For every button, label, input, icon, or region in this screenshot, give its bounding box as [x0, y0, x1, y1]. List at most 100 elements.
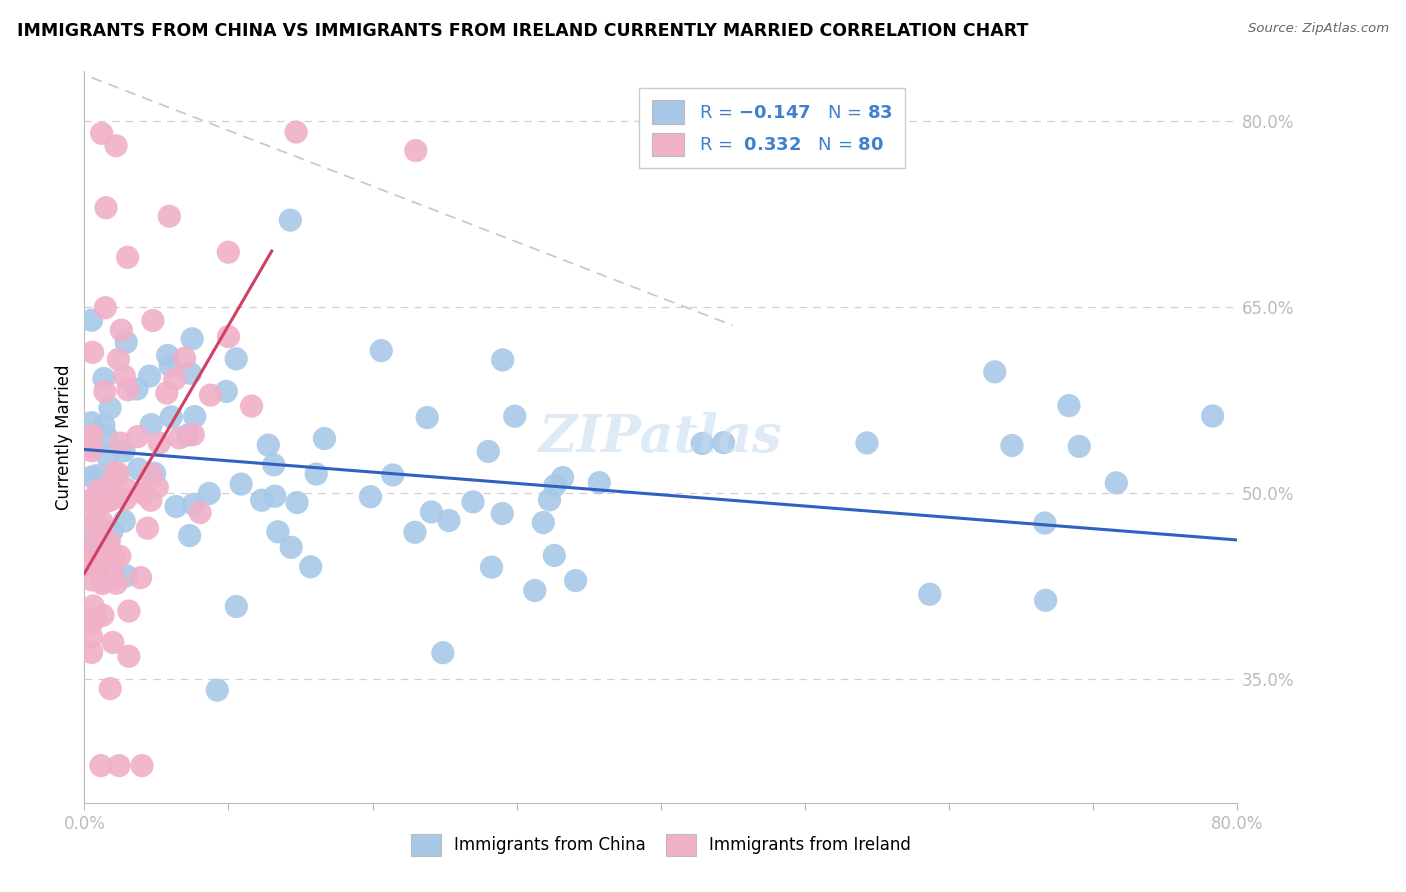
Point: [416, 410, 439, 425]
Point: [250, 493, 273, 508]
Point: [96, 479, 118, 493]
Point: [94, 384, 117, 399]
Point: [461, 495, 484, 509]
Point: [90, 758, 112, 772]
Point: [217, 245, 239, 260]
Point: [381, 467, 404, 482]
Point: [105, 576, 128, 591]
Point: [491, 507, 513, 521]
Legend: Immigrants from China, Immigrants from Ireland: Immigrants from China, Immigrants from I…: [402, 826, 920, 864]
Point: [107, 467, 129, 481]
Point: [80, 313, 103, 327]
Point: [856, 436, 879, 450]
Point: [98, 401, 121, 415]
Point: [115, 569, 138, 583]
Point: [80, 518, 103, 533]
Point: [80, 559, 103, 574]
Point: [477, 444, 499, 458]
Point: [80, 431, 103, 445]
Point: [173, 351, 195, 366]
Point: [370, 343, 392, 358]
Point: [125, 382, 148, 396]
Point: [90, 574, 112, 588]
Point: [543, 549, 565, 563]
Point: [141, 417, 163, 432]
Point: [86, 524, 108, 539]
Point: [80, 492, 103, 507]
Point: [1069, 439, 1091, 453]
Point: [80, 615, 103, 630]
Point: [115, 483, 138, 497]
Point: [481, 560, 503, 574]
Point: [544, 478, 567, 492]
Point: [360, 490, 382, 504]
Point: [142, 313, 165, 327]
Point: [179, 528, 201, 542]
Point: [225, 599, 247, 614]
Point: [84, 611, 107, 625]
Point: [80, 443, 103, 458]
Point: [215, 384, 238, 399]
Point: [112, 369, 135, 384]
Point: [90, 126, 112, 140]
Point: [404, 525, 426, 540]
Point: [1057, 399, 1080, 413]
Point: [139, 493, 162, 508]
Point: [405, 144, 427, 158]
Point: [96, 480, 118, 494]
Point: [87, 483, 110, 498]
Point: [107, 352, 129, 367]
Point: [146, 480, 169, 494]
Point: [94, 494, 117, 508]
Point: [103, 571, 125, 585]
Point: [160, 409, 183, 424]
Point: [80, 573, 103, 587]
Point: [98, 533, 121, 548]
Point: [87, 554, 110, 568]
Point: [132, 485, 155, 500]
Point: [112, 443, 135, 458]
Point: [1201, 409, 1223, 423]
Point: [156, 348, 179, 362]
Point: [132, 486, 155, 500]
Point: [93, 371, 115, 385]
Point: [97, 450, 120, 464]
Point: [80, 533, 103, 547]
Point: [139, 467, 162, 482]
Point: [531, 516, 554, 530]
Point: [179, 366, 201, 380]
Point: [305, 467, 328, 481]
Point: [80, 494, 103, 508]
Point: [108, 549, 131, 564]
Point: [437, 514, 460, 528]
Point: [263, 489, 285, 503]
Point: [200, 388, 222, 402]
Point: [1035, 593, 1057, 607]
Point: [165, 500, 187, 514]
Point: [80, 552, 103, 566]
Point: [257, 438, 280, 452]
Point: [118, 604, 141, 618]
Point: [523, 583, 546, 598]
Point: [101, 635, 124, 649]
Point: [188, 506, 211, 520]
Point: [115, 335, 138, 350]
Point: [110, 436, 132, 450]
Point: [98, 681, 121, 696]
Point: [80, 441, 103, 455]
Point: [1105, 475, 1128, 490]
Point: [108, 758, 131, 772]
Point: [101, 524, 124, 539]
Point: [314, 432, 336, 446]
Point: [588, 475, 610, 490]
Point: [80, 428, 103, 442]
Point: [157, 209, 180, 223]
Point: [86, 558, 108, 572]
Point: [267, 524, 290, 539]
Point: [100, 492, 122, 507]
Point: [117, 383, 139, 397]
Point: [117, 250, 139, 264]
Point: [91, 576, 114, 591]
Point: [112, 514, 135, 528]
Point: [94, 429, 117, 443]
